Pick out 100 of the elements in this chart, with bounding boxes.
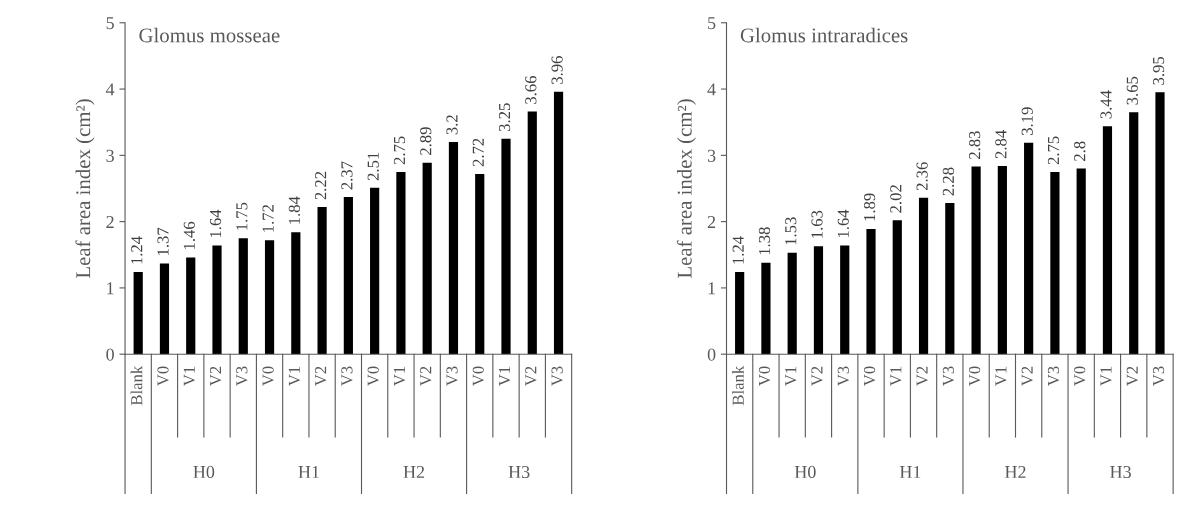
data-label: 3.66 <box>525 75 537 104</box>
bar <box>343 197 353 355</box>
bar <box>918 197 929 355</box>
text: H2 <box>1004 465 1026 478</box>
bar <box>1050 171 1060 355</box>
bar <box>971 166 981 355</box>
data-label: 1.72 <box>262 205 274 232</box>
text: H3 <box>1110 465 1131 479</box>
bar <box>501 138 511 355</box>
text: H0 <box>794 465 816 479</box>
bar <box>840 245 850 355</box>
data-label: 2.84 <box>995 130 1007 159</box>
chart-title: Glomus intraradices <box>740 27 908 43</box>
text: H3 <box>508 465 530 479</box>
bar <box>1024 142 1034 355</box>
x-tick-label: V2 <box>916 366 928 386</box>
x-tick-label: V1 <box>890 366 902 386</box>
x-tick-label: V0 <box>157 366 169 386</box>
y-tick-label: 3 <box>707 149 716 162</box>
y-tick-label: 1 <box>708 282 716 295</box>
chart-title: Glomus mosseae <box>139 27 280 43</box>
x-tick-label: V3 <box>942 366 955 386</box>
text: H2 <box>403 465 425 478</box>
data-label: 3.2 <box>446 115 458 135</box>
bar <box>866 228 876 355</box>
data-label: 3.65 <box>1126 76 1138 105</box>
bar <box>264 240 275 355</box>
x-tick-label: V2 <box>1126 366 1138 386</box>
x-tick-label: V0 <box>758 366 771 386</box>
bar <box>1155 92 1165 355</box>
data-label: 2.22 <box>315 171 327 200</box>
y-tick-label: 2 <box>106 215 114 228</box>
x-tick-label: V1 <box>995 366 1007 386</box>
x-tick-label: V1 <box>393 366 406 386</box>
x-tick-label: V0 <box>472 366 484 386</box>
data-label: 1.38 <box>758 227 771 255</box>
bar <box>813 246 824 355</box>
bar <box>475 173 485 355</box>
x-tick-label: V0 <box>969 366 981 386</box>
data-label: 2.72 <box>472 138 484 167</box>
bar <box>761 262 771 355</box>
text: H1 <box>298 465 319 478</box>
x-tick-label: V1 <box>1100 366 1112 386</box>
bar <box>1129 112 1139 355</box>
bar <box>133 272 143 355</box>
x-tick-label: V0 <box>863 366 876 386</box>
bar <box>997 165 1007 355</box>
x-tick-label: V2 <box>209 366 222 386</box>
y-axis-title: Leaf area index (cm²) <box>676 99 696 279</box>
x-tick-label: V2 <box>1021 366 1033 386</box>
bar <box>212 245 222 355</box>
y-tick-label: 0 <box>707 348 716 361</box>
data-label: 1.46 <box>183 221 195 250</box>
bar <box>527 111 537 355</box>
bar <box>159 263 170 355</box>
text: H1 <box>899 465 921 478</box>
bar <box>1102 126 1113 355</box>
x-tick-label: V3 <box>341 366 353 386</box>
y-tick-label: 1 <box>107 282 114 295</box>
x-tick-label: V0 <box>1074 366 1086 386</box>
data-label: 1.89 <box>863 193 876 221</box>
y-tick-label: 4 <box>707 83 716 96</box>
x-tick-label: V0 <box>367 366 379 386</box>
y-tick-label: 2 <box>707 215 716 228</box>
data-label: 3.25 <box>498 103 511 132</box>
bar <box>422 162 432 355</box>
bar <box>291 232 301 355</box>
y-tick-label: 3 <box>106 149 114 162</box>
x-tick-label: V2 <box>420 366 432 386</box>
x-tick-label: V3 <box>837 366 849 386</box>
data-label: 2.89 <box>420 127 432 155</box>
data-label: 2.8 <box>1074 141 1086 161</box>
bar <box>448 142 459 355</box>
x-tick-label: V1 <box>785 366 797 386</box>
y-tick-label: 4 <box>105 83 115 96</box>
x-tick-label: V3 <box>236 366 248 386</box>
data-label: 2.28 <box>942 167 955 196</box>
bar <box>396 171 406 355</box>
data-label: 2.02 <box>890 185 902 213</box>
x-tick-label: V2 <box>525 366 537 386</box>
data-label: 1.24 <box>732 236 744 264</box>
data-label: 1.75 <box>236 202 248 230</box>
x-tick-label: V0 <box>262 366 274 386</box>
x-tick-label: Blank <box>130 365 143 406</box>
x-tick-label: V1 <box>288 366 301 386</box>
y-tick-label: 5 <box>708 17 716 30</box>
x-tick-label: V3 <box>1047 366 1060 386</box>
bar <box>892 220 902 355</box>
bar <box>787 252 797 355</box>
data-label: 3.96 <box>551 56 563 84</box>
x-tick-label: V2 <box>315 366 327 386</box>
bar <box>945 203 955 355</box>
data-label: 1.63 <box>811 210 823 238</box>
data-label: 2.83 <box>969 131 981 159</box>
x-tick-label: V1 <box>183 366 195 386</box>
data-label: 2.51 <box>367 152 379 181</box>
x-tick-label: V3 <box>551 366 563 386</box>
x-tick-label: V1 <box>499 366 511 386</box>
data-label: 3.95 <box>1152 56 1165 85</box>
data-label: 1.64 <box>837 209 849 238</box>
